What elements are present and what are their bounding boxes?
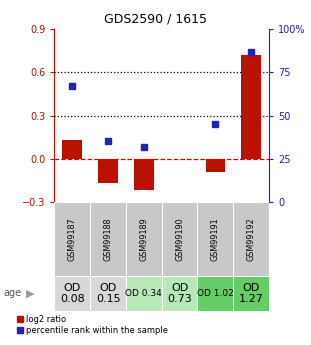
Bar bbox=[90, 202, 126, 276]
Bar bbox=[197, 276, 233, 310]
Text: OD
0.73: OD 0.73 bbox=[167, 283, 192, 304]
Bar bbox=[126, 276, 162, 310]
Bar bbox=[126, 202, 162, 276]
Text: OD
0.08: OD 0.08 bbox=[60, 283, 85, 304]
Text: GSM99189: GSM99189 bbox=[139, 217, 148, 261]
Text: OD
1.27: OD 1.27 bbox=[239, 283, 263, 304]
Legend: log2 ratio, percentile rank within the sample: log2 ratio, percentile rank within the s… bbox=[16, 315, 168, 335]
Text: GSM99187: GSM99187 bbox=[68, 217, 77, 261]
Text: OD 1.02: OD 1.02 bbox=[197, 289, 234, 298]
Bar bbox=[241, 55, 261, 159]
Text: GSM99188: GSM99188 bbox=[104, 217, 113, 261]
Bar bbox=[233, 276, 269, 310]
Bar bbox=[233, 202, 269, 276]
Text: OD
0.15: OD 0.15 bbox=[96, 283, 120, 304]
Bar bbox=[90, 276, 126, 310]
Bar bbox=[162, 276, 197, 310]
Text: GSM99192: GSM99192 bbox=[247, 217, 256, 261]
Bar bbox=[197, 202, 233, 276]
Bar bbox=[54, 276, 90, 310]
Bar bbox=[54, 202, 90, 276]
Text: age: age bbox=[3, 288, 21, 298]
Bar bbox=[98, 159, 118, 183]
Text: GSM99190: GSM99190 bbox=[175, 217, 184, 261]
Bar bbox=[134, 159, 154, 190]
Text: GSM99191: GSM99191 bbox=[211, 217, 220, 261]
Bar bbox=[162, 202, 197, 276]
Bar bbox=[206, 159, 225, 172]
Bar bbox=[63, 140, 82, 159]
Text: OD 0.34: OD 0.34 bbox=[125, 289, 162, 298]
Text: ▶: ▶ bbox=[26, 288, 35, 298]
Text: GDS2590 / 1615: GDS2590 / 1615 bbox=[104, 12, 207, 25]
